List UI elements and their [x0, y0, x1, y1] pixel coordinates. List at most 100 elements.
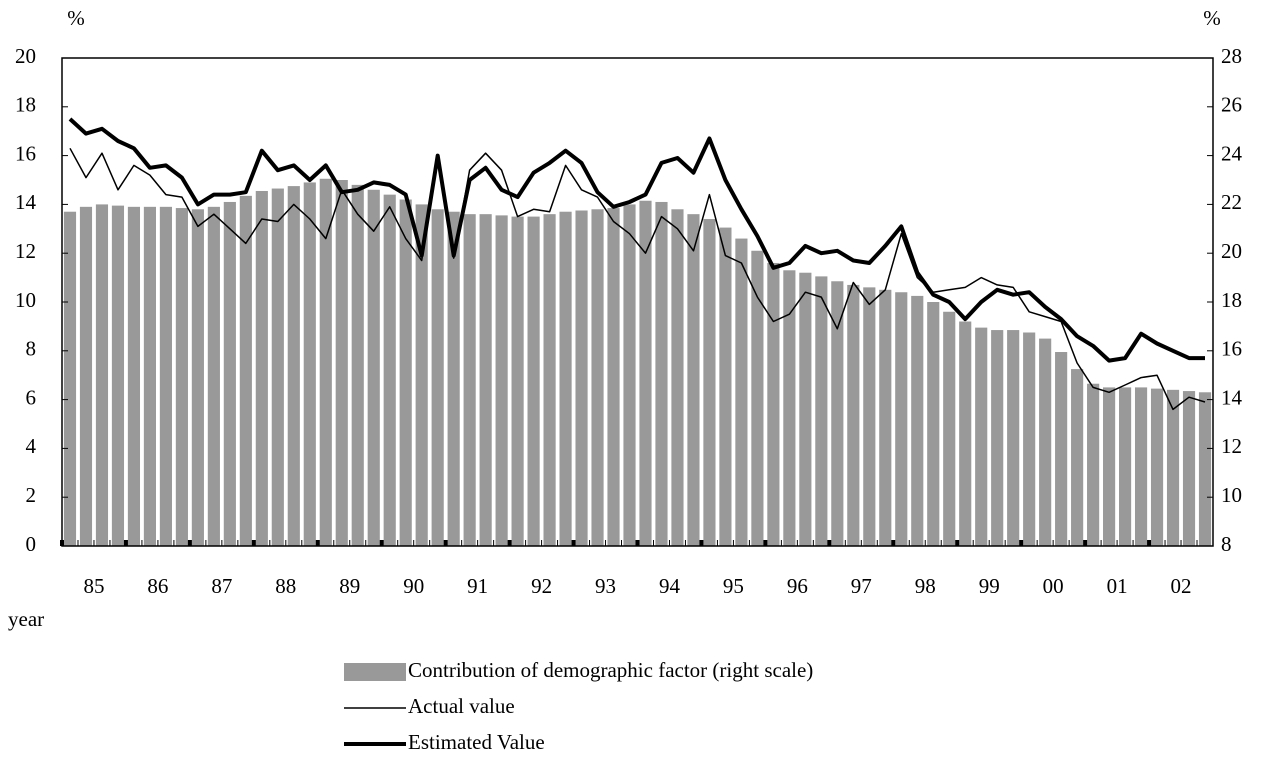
- x-tick-label: 87: [211, 574, 232, 598]
- bar: [1055, 352, 1068, 546]
- y-tick-label: 2: [26, 483, 37, 507]
- bar: [607, 208, 620, 546]
- y-tick-label: 6: [26, 385, 37, 409]
- y-tick-label: 4: [26, 434, 37, 458]
- x-tick-label: 02: [1171, 574, 1192, 598]
- bar: [943, 311, 956, 546]
- bar: [1007, 330, 1020, 546]
- bar: [783, 270, 796, 546]
- y-tick-label: 16: [15, 141, 36, 165]
- bar: [399, 199, 412, 546]
- bar: [431, 209, 444, 546]
- bar: [895, 292, 908, 546]
- y2-axis-label: %: [1203, 6, 1221, 30]
- bar: [287, 186, 300, 546]
- bar: [623, 204, 636, 546]
- bar: [591, 209, 604, 546]
- bar: [751, 250, 764, 546]
- bar: [1039, 338, 1052, 546]
- bar: [559, 211, 572, 546]
- bar: [351, 184, 364, 546]
- y2-tick-label: 24: [1221, 141, 1243, 165]
- bar: [1119, 387, 1132, 546]
- bar: [687, 214, 700, 546]
- bar: [319, 178, 332, 546]
- x-tick-label: 91: [467, 574, 488, 598]
- x-tick-label: 89: [339, 574, 360, 598]
- bar: [831, 281, 844, 546]
- bar: [847, 284, 860, 546]
- y-tick-label: 12: [15, 239, 36, 263]
- bar: [175, 208, 188, 546]
- bar: [127, 206, 141, 546]
- bar: [735, 238, 748, 546]
- y2-tick-label: 28: [1221, 44, 1242, 68]
- bar: [159, 206, 172, 546]
- y-tick-label: 8: [26, 337, 37, 361]
- bar: [975, 327, 988, 546]
- y2-tick-label: 22: [1221, 190, 1242, 214]
- legend-swatch: [344, 663, 406, 681]
- bar: [863, 287, 876, 546]
- bar: [383, 194, 396, 546]
- bar: [511, 216, 524, 546]
- bar: [63, 211, 77, 546]
- y2-tick-label: 20: [1221, 239, 1242, 263]
- x-tick-label: 99: [979, 574, 1000, 598]
- bar: [335, 180, 348, 546]
- bar: [927, 302, 940, 546]
- bar: [703, 219, 716, 547]
- x-tick-label: 95: [723, 574, 744, 598]
- x-tick-label: 94: [659, 574, 681, 598]
- y2-tick-label: 14: [1221, 385, 1243, 409]
- x-tick-label: 96: [787, 574, 808, 598]
- bar: [959, 321, 972, 546]
- bar: [767, 262, 780, 546]
- x-tick-label: 86: [147, 574, 168, 598]
- bar: [415, 204, 428, 546]
- y-tick-label: 20: [15, 44, 36, 68]
- y2-tick-label: 18: [1221, 288, 1242, 312]
- bar: [303, 182, 316, 546]
- bar: [223, 201, 236, 546]
- y-axis-label: %: [67, 6, 85, 30]
- bar: [1166, 389, 1180, 546]
- bar: [495, 215, 508, 546]
- x-axis-label: year: [8, 607, 44, 631]
- x-tick-label: 01: [1107, 574, 1128, 598]
- line: [69, 147, 1206, 411]
- y-tick-label: 10: [15, 288, 36, 312]
- x-tick-label: 90: [403, 574, 424, 598]
- y-tick-label: 14: [15, 190, 37, 214]
- y2-tick-label: 10: [1221, 483, 1242, 507]
- bar: [575, 210, 588, 546]
- x-tick-label: 85: [83, 574, 104, 598]
- bar: [655, 201, 668, 546]
- bar: [639, 200, 652, 547]
- x-tick-label: 98: [915, 574, 936, 598]
- bar: [879, 289, 892, 546]
- bar: [1023, 332, 1036, 546]
- bar: [1134, 387, 1148, 546]
- bar: [479, 214, 492, 546]
- bar: [111, 205, 125, 546]
- y2-tick-label: 12: [1221, 434, 1242, 458]
- bar: [143, 206, 156, 546]
- bar: [1103, 387, 1116, 546]
- bar: [799, 272, 812, 546]
- x-tick-label: 92: [531, 574, 552, 598]
- y2-tick-label: 8: [1221, 532, 1232, 556]
- bar: [79, 206, 93, 546]
- bar: [1182, 391, 1196, 546]
- bar: [239, 195, 252, 547]
- y2-tick-label: 26: [1221, 93, 1242, 117]
- bar: [191, 209, 204, 546]
- x-tick-label: 88: [275, 574, 296, 598]
- bar: [463, 214, 476, 546]
- bar: [719, 227, 732, 546]
- bar: [991, 330, 1004, 546]
- x-tick-label: 00: [1043, 574, 1064, 598]
- x-tick-label: 97: [851, 574, 872, 598]
